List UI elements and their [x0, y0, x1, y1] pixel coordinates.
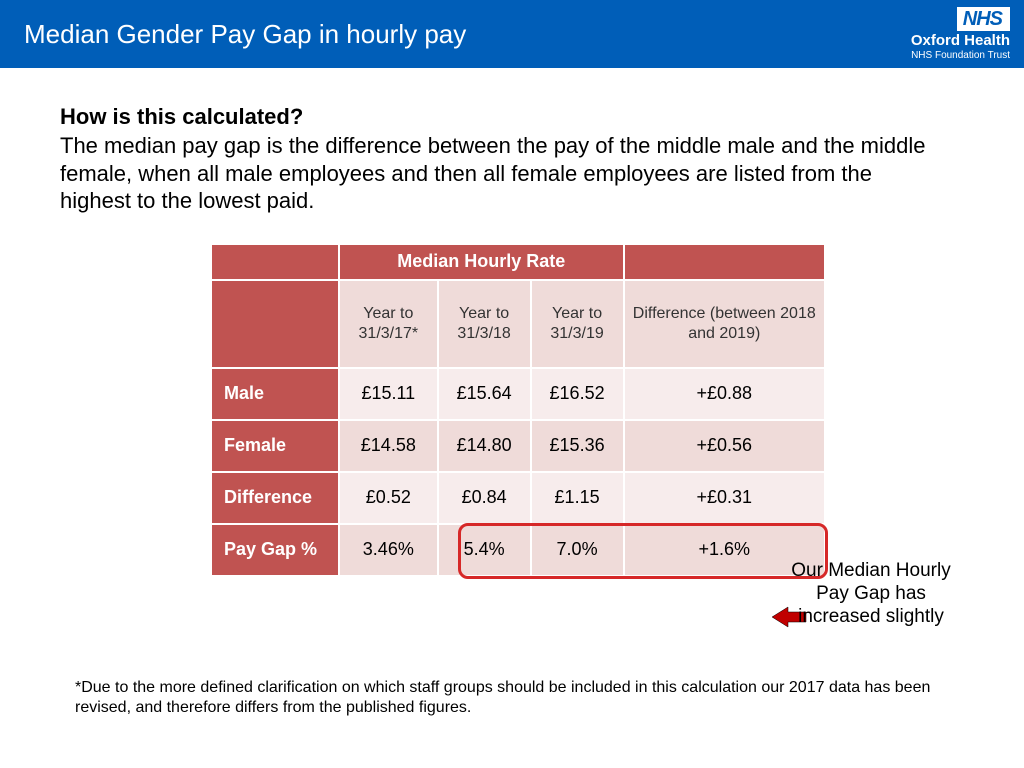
- data-cell: +£0.88: [624, 368, 825, 420]
- trust-name: NHS Foundation Trust: [911, 50, 1010, 61]
- subheader-col: Difference (between 2018 and 2019): [624, 280, 825, 368]
- header-blank-right: [624, 244, 825, 280]
- callout-text: Our Median Hourly Pay Gap has increased …: [786, 560, 956, 628]
- table-row: Male £15.11 £15.64 £16.52 +£0.88: [211, 368, 825, 420]
- header-main: Median Hourly Rate: [339, 244, 624, 280]
- pay-gap-table: Median Hourly Rate Year to 31/3/17* Year…: [210, 243, 826, 577]
- page-title: Median Gender Pay Gap in hourly pay: [24, 19, 466, 50]
- data-cell: £15.11: [339, 368, 438, 420]
- table-row: Pay Gap % 3.46% 5.4% 7.0% +1.6%: [211, 524, 825, 576]
- data-cell: £15.64: [438, 368, 531, 420]
- org-name: Oxford Health: [911, 33, 1010, 50]
- page-header: Median Gender Pay Gap in hourly pay NHS …: [0, 0, 1024, 68]
- intro-body: The median pay gap is the difference bet…: [60, 132, 940, 215]
- header-blank: [211, 244, 339, 280]
- footnote: *Due to the more defined clarification o…: [75, 678, 945, 718]
- subheader-blank: [211, 280, 339, 368]
- pay-gap-table-wrap: Median Hourly Rate Year to 31/3/17* Year…: [210, 243, 826, 577]
- data-cell: £0.84: [438, 472, 531, 524]
- data-cell: £14.80: [438, 420, 531, 472]
- data-cell: £0.52: [339, 472, 438, 524]
- intro-question: How is this calculated?: [60, 104, 964, 130]
- nhs-logo-block: NHS Oxford Health NHS Foundation Trust: [911, 7, 1010, 61]
- subheader-col: Year to 31/3/17*: [339, 280, 438, 368]
- table-row: Female £14.58 £14.80 £15.36 +£0.56: [211, 420, 825, 472]
- data-cell: 7.0%: [531, 524, 624, 576]
- data-cell: 5.4%: [438, 524, 531, 576]
- data-cell: £16.52: [531, 368, 624, 420]
- table-row: Difference £0.52 £0.84 £1.15 +£0.31: [211, 472, 825, 524]
- content-area: How is this calculated? The median pay g…: [0, 68, 1024, 577]
- subheader-col: Year to 31/3/19: [531, 280, 624, 368]
- nhs-logo: NHS: [957, 7, 1010, 31]
- row-label: Pay Gap %: [211, 524, 339, 576]
- data-cell: £15.36: [531, 420, 624, 472]
- data-cell: +£0.56: [624, 420, 825, 472]
- data-cell: £14.58: [339, 420, 438, 472]
- data-cell: 3.46%: [339, 524, 438, 576]
- subheader-col: Year to 31/3/18: [438, 280, 531, 368]
- row-label: Male: [211, 368, 339, 420]
- row-label: Female: [211, 420, 339, 472]
- data-cell: £1.15: [531, 472, 624, 524]
- data-cell: +£0.31: [624, 472, 825, 524]
- row-label: Difference: [211, 472, 339, 524]
